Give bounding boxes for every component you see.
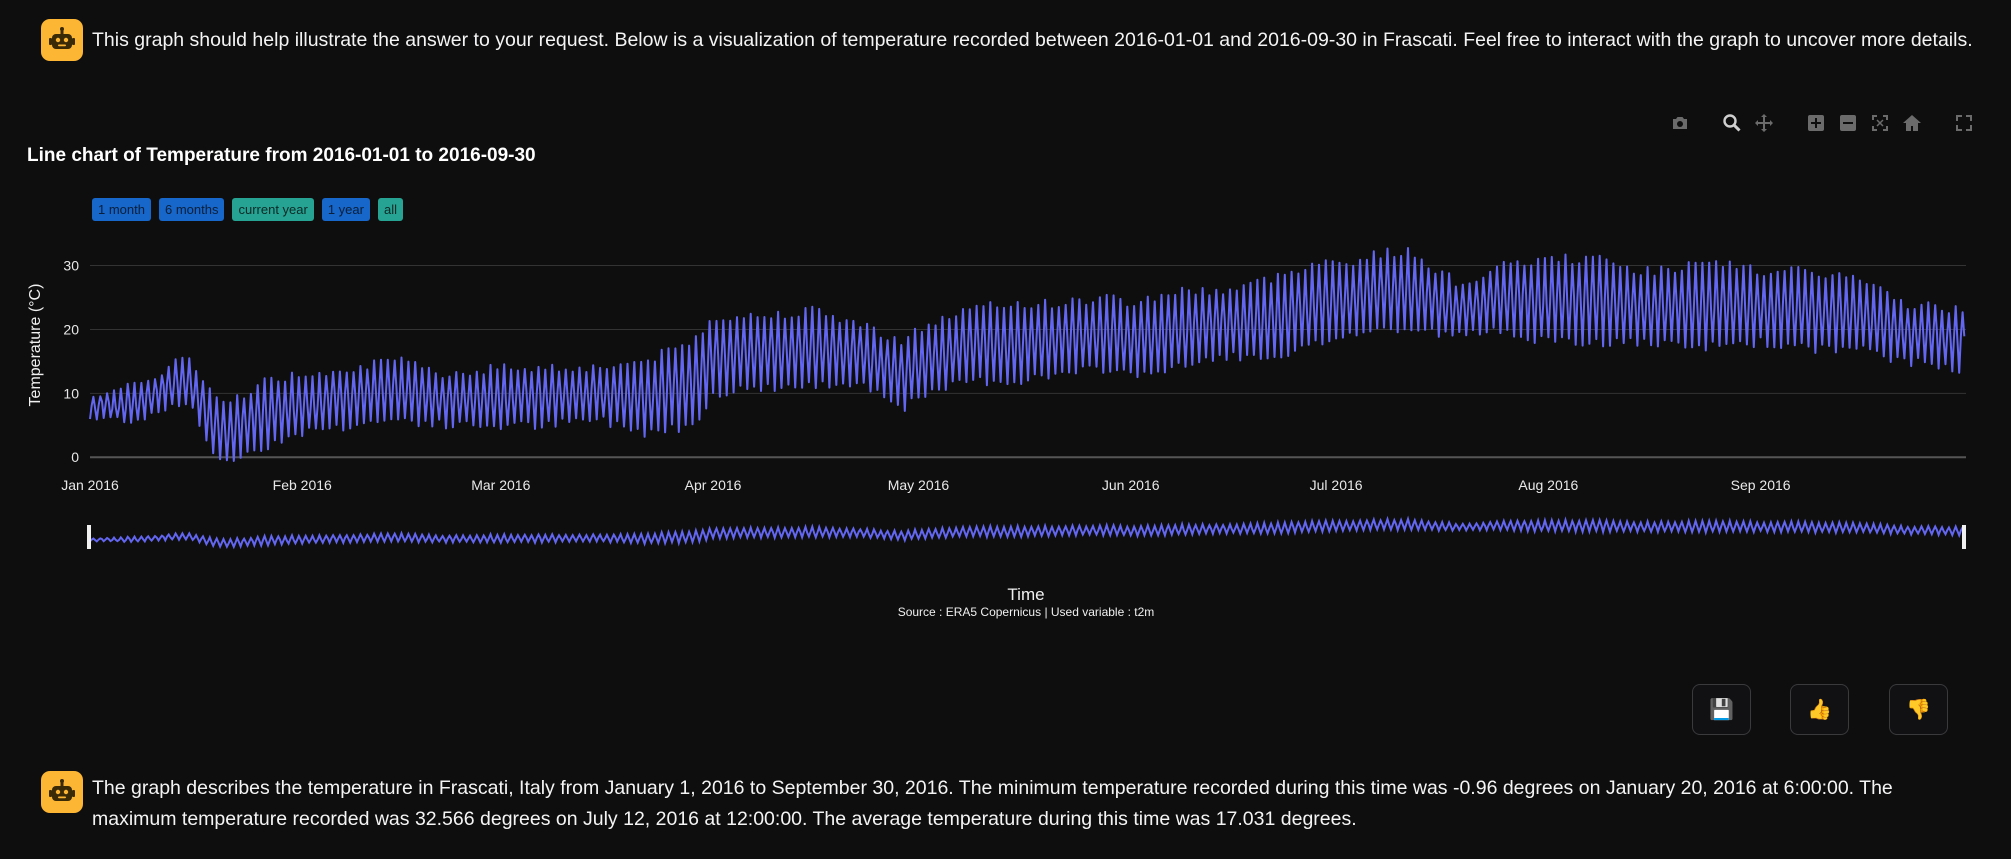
reset-axes-icon[interactable] xyxy=(1901,112,1923,134)
x-tick-label: Jun 2016 xyxy=(1102,477,1160,493)
chart-modebar xyxy=(1669,112,1975,134)
zoom-in-icon[interactable] xyxy=(1805,112,1827,134)
range-selector: 1 month 6 months current year 1 year all xyxy=(92,198,403,221)
y-tick-label: 0 xyxy=(71,449,79,465)
range-slider-series-line xyxy=(89,515,1966,550)
x-axis-ticks: Jan 2016 Feb 2016 Mar 2016 Apr 2016 May 2016… xyxy=(61,477,1791,493)
assistant-avatar xyxy=(41,771,83,813)
intro-message: This graph should help illustrate the an… xyxy=(92,29,1973,51)
autoscale-icon[interactable] xyxy=(1869,112,1891,134)
x-tick-label: Feb 2016 xyxy=(273,477,332,493)
robot-icon xyxy=(49,27,75,49)
y-axis-ticks: 0 10 20 30 xyxy=(63,258,79,466)
range-slider-left-handle[interactable] xyxy=(87,525,91,549)
x-tick-label: Sep 2016 xyxy=(1731,477,1791,493)
summary-message: The graph describes the temperature in F… xyxy=(92,777,1893,830)
range-button-1-month[interactable]: 1 month xyxy=(92,198,151,221)
y-tick-label: 10 xyxy=(63,385,79,401)
source-note: Source : ERA5 Copernicus | Used variable… xyxy=(897,605,1155,619)
save-button[interactable]: 💾 xyxy=(1692,684,1751,735)
x-tick-label: Jan 2016 xyxy=(61,477,119,493)
y-axis-title: Temperature (°C) xyxy=(27,284,44,407)
range-button-all[interactable]: all xyxy=(377,198,403,221)
range-button-6-months[interactable]: 6 months xyxy=(158,198,225,221)
range-slider-right-handle[interactable] xyxy=(1962,525,1966,549)
line-chart[interactable]: 0 10 20 30 Jan 2016 Feb 2016 Mar 2016 Apr 2016… xyxy=(0,0,2011,600)
temperature-series-line[interactable] xyxy=(89,247,1966,462)
x-axis-title: Time xyxy=(1007,585,1045,604)
range-button-current-year[interactable]: current year xyxy=(232,198,314,221)
x-tick-label: Mar 2016 xyxy=(471,477,530,493)
thumbs-down-button[interactable]: 👎 xyxy=(1889,684,1948,735)
assistant-avatar xyxy=(41,19,83,61)
thumbs-up-button[interactable]: 👍 xyxy=(1790,684,1849,735)
range-slider[interactable] xyxy=(87,515,1966,550)
chart-gridlines xyxy=(90,265,1966,459)
zoom-out-icon[interactable] xyxy=(1837,112,1859,134)
chart-title: Line chart of Temperature from 2016-01-0… xyxy=(27,145,536,166)
x-tick-label: Apr 2016 xyxy=(685,477,742,493)
pan-icon[interactable] xyxy=(1753,112,1775,134)
y-tick-label: 30 xyxy=(63,258,79,274)
range-button-1-year[interactable]: 1 year xyxy=(321,198,370,221)
y-tick-label: 20 xyxy=(63,321,79,337)
camera-icon[interactable] xyxy=(1669,112,1691,134)
x-tick-label: May 2016 xyxy=(888,477,950,493)
zoom-icon[interactable] xyxy=(1721,112,1743,134)
x-tick-label: Aug 2016 xyxy=(1518,477,1578,493)
robot-icon xyxy=(49,779,75,801)
x-tick-label: Jul 2016 xyxy=(1310,477,1363,493)
fullscreen-icon[interactable] xyxy=(1953,112,1975,134)
